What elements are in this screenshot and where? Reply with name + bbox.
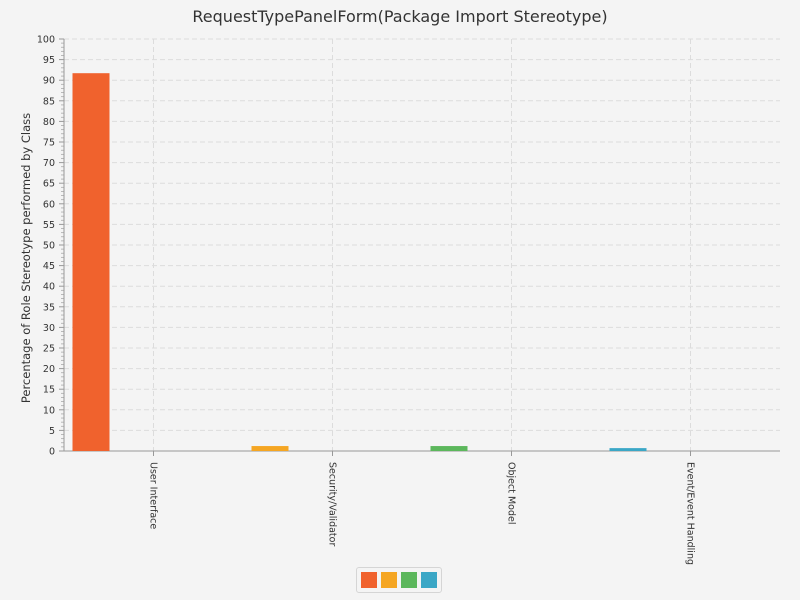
y-tick-label: 40: [43, 282, 55, 293]
chart-legend: [356, 567, 442, 593]
x-tick-label: Security/Validator: [327, 462, 338, 546]
chart-title: RequestTypePanelForm(Package Import Ster…: [192, 7, 608, 26]
y-tick-label: 55: [43, 220, 55, 231]
y-tick-label: 25: [43, 344, 55, 355]
y-tick-label: 20: [43, 364, 55, 375]
y-tick-label: 70: [43, 158, 55, 169]
y-tick-label: 90: [43, 76, 55, 87]
y-tick-label: 75: [43, 138, 55, 149]
bar-event-event-handling: [609, 448, 647, 451]
y-tick-label: 95: [43, 55, 55, 66]
x-tick-label: Event/Event Handling: [685, 462, 696, 565]
y-tick-label: 50: [43, 241, 55, 252]
y-tick-label: 45: [43, 261, 55, 272]
y-tick-label: 0: [49, 447, 55, 458]
y-tick-label: 35: [43, 302, 55, 313]
legend-swatch: [361, 572, 377, 588]
y-tick-label: 100: [37, 35, 55, 46]
y-tick-label: 80: [43, 117, 55, 128]
y-tick-label: 65: [43, 179, 55, 190]
y-tick-label: 85: [43, 96, 55, 107]
y-tick-label: 10: [43, 405, 55, 416]
y-tick-label: 5: [49, 426, 55, 437]
bar-security-validator: [251, 446, 289, 451]
legend-swatch: [381, 572, 397, 588]
x-tick-label: Object Model: [506, 462, 517, 524]
bar-object-model: [430, 446, 468, 451]
y-tick-label: 30: [43, 323, 55, 334]
y-tick-label: 15: [43, 385, 55, 396]
bar-user-interface: [72, 73, 110, 452]
y-axis-label: Percentage of Role Stereotype performed …: [19, 113, 33, 403]
legend-swatch: [401, 572, 417, 588]
x-tick-label: User Interface: [148, 462, 159, 529]
y-tick-label: 60: [43, 199, 55, 210]
legend-swatch: [421, 572, 437, 588]
